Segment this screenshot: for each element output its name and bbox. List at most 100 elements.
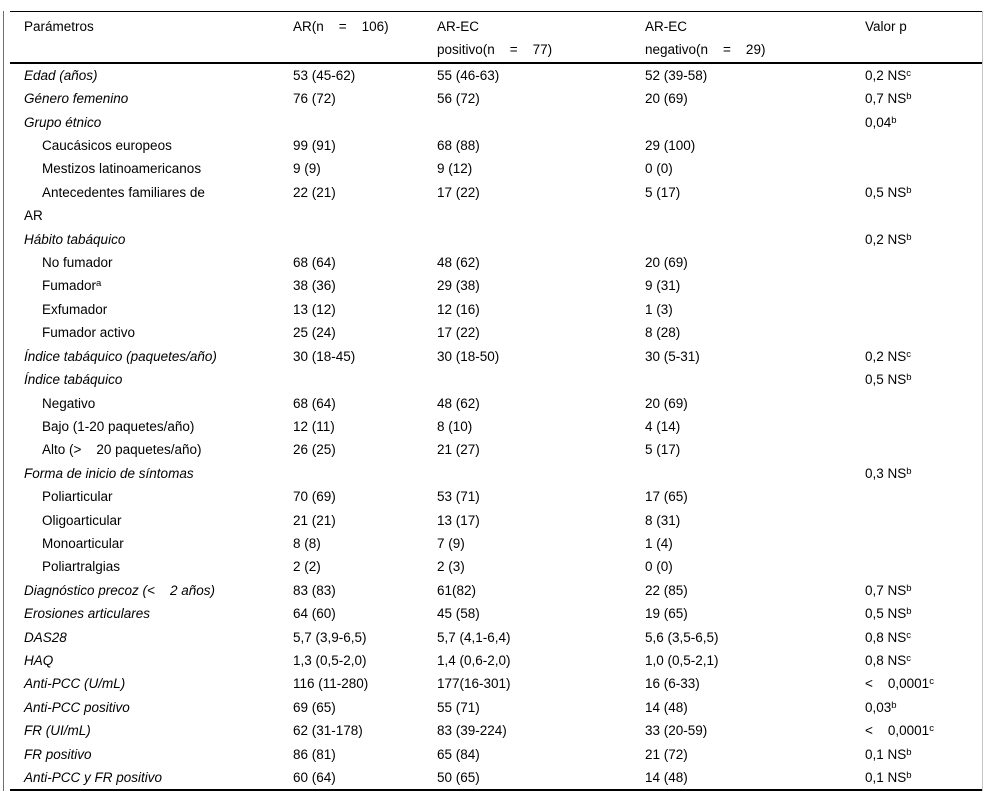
- table-row: FR positivo 86 (81) 65 (84) 21 (72) 0,1 NSb: [10, 743, 982, 766]
- p-value-cell: < 0,0001c: [865, 723, 934, 739]
- param-cell: Anti-PCC positivo: [24, 699, 130, 715]
- footnote-marker: b: [906, 231, 912, 243]
- table-row: HAQ 1,3 (0,5-2,0) 1,4 (0,6-2,0) 1,0 (0,5-2,…: [10, 649, 982, 672]
- arec-negativo-value-cell: 20 (69): [645, 255, 688, 271]
- column-header-valor-p: Valor p: [865, 11, 982, 64]
- arec-negativo-value-cell: 20 (69): [645, 395, 688, 411]
- table-row: Erosiones articulares 64 (60) 45 (58) 19 (6…: [10, 602, 982, 625]
- p-value-cell: 0,7 NSb: [865, 582, 912, 598]
- p-value-cell: [865, 485, 982, 508]
- table-row: Poliarticular 70 (69) 53 (71) 17 (65): [10, 485, 982, 508]
- param-cell: Negativo: [42, 395, 96, 411]
- table-row: Diagnóstico precoz (< 2 años) 83 (83) 61(8…: [10, 579, 982, 602]
- table-row: Mestizos latinoamericanos 9 (9) 9 (12) 0 (0…: [10, 157, 982, 180]
- table-row: DAS28 5,7 (3,9-6,5) 5,7 (4,1-6,4) 5,6 (3,5-…: [10, 626, 982, 649]
- ar-value-cell: 13 (12): [293, 301, 336, 317]
- ar-value-cell: 76 (72): [293, 91, 336, 107]
- param-cell: Diagnóstico precoz (< 2 años): [24, 582, 215, 598]
- arec-negativo-value-cell: 17 (65): [645, 489, 688, 505]
- param-cell: No fumador: [42, 255, 113, 271]
- ar-value-cell: 116 (11-280): [293, 676, 369, 692]
- param-cell: Índice tabáquico (paquetes/año): [24, 348, 217, 364]
- table-row: Grupo étnico 0,04b: [10, 111, 982, 134]
- table-row: Oligoarticular 21 (21) 13 (17) 8 (31): [10, 509, 982, 532]
- param-cell: Hábito tabáquico: [24, 231, 126, 247]
- ar-value-cell: 25 (24): [293, 325, 336, 341]
- arec-negativo-value-cell: 8 (31): [645, 512, 681, 528]
- table-row: Fumador activo 25 (24) 17 (22) 8 (28): [10, 321, 982, 344]
- footnote-marker: c: [906, 652, 912, 664]
- table-row: Bajo (1-20 paquetes/año) 12 (11) 8 (10) 4 (…: [10, 415, 982, 438]
- param-cell: Mestizos latinoamericanos: [42, 161, 202, 177]
- p-value-cell: 0,1 NSb: [865, 746, 912, 762]
- ar-value-cell: 70 (69): [293, 489, 336, 505]
- arec-negativo-value-cell: 0 (0): [645, 161, 673, 177]
- table-row: Edad (años) 53 (45-62) 55 (46-63) 52 (39-58…: [10, 63, 982, 87]
- arec-positivo-value-cell: 53 (71): [437, 489, 480, 505]
- table-row: Negativo 68 (64) 48 (62) 20 (69): [10, 392, 982, 415]
- param-cell: Edad (años): [24, 67, 98, 83]
- p-value-cell: [865, 532, 982, 555]
- ar-value-cell: 68 (64): [293, 395, 336, 411]
- table-row: Poliartralgias 2 (2) 2 (3) 0 (0): [10, 555, 982, 578]
- ar-value-cell: [293, 462, 437, 485]
- arec-positivo-value-cell: 29 (38): [437, 278, 480, 294]
- table-frame: Parámetros AR(n = 106) AR-EC positivo(n …: [3, 11, 983, 792]
- param-cell: FR (UI/mL): [24, 723, 91, 739]
- p-value-cell: 0,03b: [865, 699, 897, 715]
- p-value-cell: 0,8 NSc: [865, 629, 912, 645]
- table-row: FR (UI/mL) 62 (31-178) 83 (39-224) 33 (20-5…: [10, 719, 982, 742]
- p-value-cell: 0,5 NSb: [865, 606, 912, 622]
- table-row: Forma de inicio de síntomas 0,3 NSb: [10, 462, 982, 485]
- table-row: Exfumador 13 (12) 12 (16) 1 (3): [10, 298, 982, 321]
- table-row: Anti-PCC (U/mL) 116 (11-280) 177(16-301) 16…: [10, 672, 982, 695]
- arec-negativo-value-cell: 22 (85): [645, 582, 688, 598]
- ar-value-cell: 26 (25): [293, 442, 336, 458]
- arec-negativo-value-cell: 14 (48): [645, 770, 688, 785]
- ar-value-cell: 62 (31-178): [293, 723, 363, 739]
- arec-negativo-value-cell: [645, 111, 865, 134]
- ar-value-cell: 5,7 (3,9-6,5): [293, 629, 367, 645]
- param-cell: Alto (> 20 paquetes/año): [42, 442, 202, 458]
- ar-value-cell: 21 (21): [293, 512, 336, 528]
- parameters-table: Parámetros AR(n = 106) AR-EC positivo(n …: [10, 11, 982, 792]
- param-cell: Fumadora: [42, 278, 102, 294]
- arec-positivo-value-cell: 83 (39-224): [437, 723, 507, 739]
- arec-positivo-value-cell: 55 (46-63): [437, 67, 500, 83]
- arec-negativo-value-cell: [645, 368, 865, 391]
- arec-negativo-value-cell: 5 (17): [645, 442, 681, 458]
- p-value-cell: 0,8 NSc: [865, 652, 912, 668]
- arec-positivo-value-cell: 65 (84): [437, 746, 480, 762]
- p-value-cell: 0,1 NSb: [865, 770, 912, 785]
- ar-value-cell: 1,3 (0,5-2,0): [293, 652, 367, 668]
- p-value-cell: 0,04b: [865, 114, 897, 130]
- table-row: No fumador 68 (64) 48 (62) 20 (69): [10, 251, 982, 274]
- param-cell: Grupo étnico: [24, 114, 102, 130]
- param-cell: FR positivo: [24, 746, 92, 762]
- arec-negativo-value-cell: 14 (48): [645, 699, 688, 715]
- arec-positivo-value-cell: 1,4 (0,6-2,0): [437, 652, 511, 668]
- p-value-cell: 0,3 NSb: [865, 465, 912, 481]
- param-cell: Poliartralgias: [42, 559, 121, 575]
- ar-value-cell: 64 (60): [293, 606, 336, 622]
- param-cell: Antecedentes familiares de AR: [24, 184, 205, 224]
- arec-positivo-value-cell: 55 (71): [437, 699, 480, 715]
- param-cell: Oligoarticular: [42, 512, 122, 528]
- footnote-marker: b: [906, 770, 912, 781]
- param-cell: HAQ: [24, 652, 54, 668]
- arec-positivo-value-cell: 50 (65): [437, 770, 480, 785]
- arec-positivo-value-cell: 30 (18-50): [437, 348, 500, 364]
- footnote-marker: b: [906, 606, 912, 618]
- footnote-marker: a: [96, 278, 102, 290]
- table-row: Género femenino 76 (72) 56 (72) 20 (69) 0,7 …: [10, 87, 982, 110]
- p-value-cell: [865, 298, 982, 321]
- footnote-marker: b: [906, 91, 912, 103]
- ar-value-cell: 38 (36): [293, 278, 336, 294]
- ar-value-cell: 12 (11): [293, 418, 335, 434]
- footnote-marker: c: [906, 629, 912, 641]
- footnote-marker: c: [906, 348, 912, 360]
- arec-positivo-value-cell: 17 (22): [437, 184, 480, 200]
- param-cell: Exfumador: [42, 301, 108, 317]
- arec-negativo-value-cell: 52 (39-58): [645, 67, 708, 83]
- column-header-arec-positivo: AR-EC positivo(n = 77): [437, 11, 645, 64]
